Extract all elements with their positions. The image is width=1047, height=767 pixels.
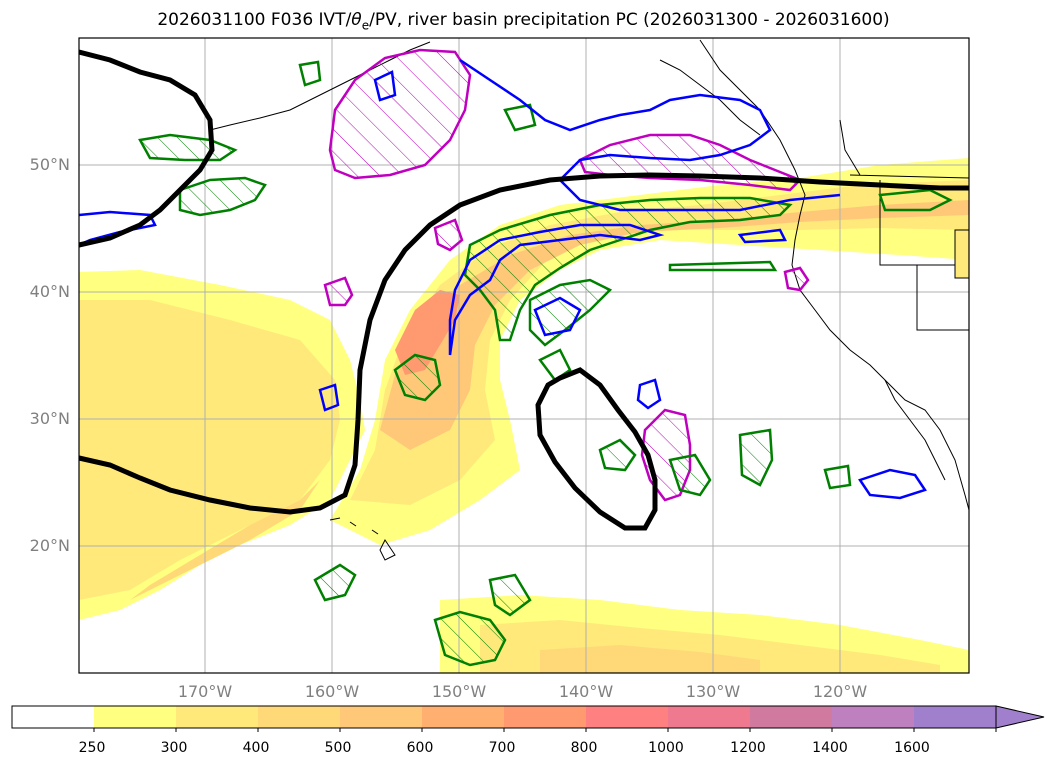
- coast-north-america: [699, 39, 969, 511]
- map-frame: [78, 37, 970, 674]
- precip-pc-north: [328, 48, 472, 180]
- colorbar-segment: [586, 706, 668, 728]
- colorbar-label-1000: 1000: [648, 740, 684, 756]
- ivt-band-south-core: [540, 645, 760, 673]
- colorbar-segment: [504, 706, 586, 728]
- colorbar-label-250: 250: [78, 740, 106, 756]
- height-contour-north: [79, 49, 215, 248]
- ivt-river-peak: [395, 290, 460, 375]
- height-contour-main: [79, 172, 969, 515]
- coast-baja: [884, 379, 946, 481]
- colorbar-segment: [12, 706, 94, 728]
- theta-e-south-1: [433, 610, 507, 667]
- theta-e-small-3: [823, 464, 852, 490]
- colorbar-label-700: 700: [488, 740, 516, 756]
- pv-blob-6: [737, 228, 787, 244]
- colorbar-segment: [258, 706, 340, 728]
- height-contour-low: [535, 367, 658, 531]
- colorbar-segment: [832, 706, 914, 728]
- precip-pc-small-1: [323, 276, 354, 307]
- colorbar: [11, 705, 1045, 732]
- colorbar-segment: [750, 706, 832, 728]
- colorbar-label-1400: 1400: [812, 740, 848, 756]
- theta-e-river: [463, 196, 793, 342]
- theta-e-south-5: [668, 453, 712, 497]
- pv-blob-1: [533, 296, 582, 337]
- theta-e-small-5: [878, 188, 953, 212]
- pv-blob-4: [318, 383, 340, 412]
- theta-e-south-3: [488, 573, 532, 617]
- pv-north: [459, 58, 841, 212]
- pv-contours: [79, 58, 927, 500]
- theta-e-small-1: [298, 60, 322, 87]
- pv-blob-3: [858, 468, 927, 500]
- lon-label-130w: 130°W: [685, 682, 741, 701]
- lat-label-20n: 20°N: [29, 536, 70, 555]
- lon-label-140w: 140°W: [558, 682, 614, 701]
- map-title: 2026031100 F036 IVT/θe/PV, river basin p…: [157, 10, 890, 33]
- lon-label-150w: 150°W: [431, 682, 487, 701]
- pv-river: [448, 223, 665, 356]
- colorbar-segment: [340, 706, 422, 728]
- state-borders: [839, 119, 969, 331]
- theta-e-small-4: [668, 260, 778, 272]
- theta-e-small-6: [538, 348, 572, 382]
- colorbar-segment: [94, 706, 176, 728]
- colorbar-label-300: 300: [160, 740, 188, 756]
- theta-e-contours: [138, 60, 953, 667]
- colorbar-label-400: 400: [242, 740, 270, 756]
- pv-blob-2: [636, 378, 662, 410]
- island-hawaii: [329, 517, 396, 561]
- colorbar-segment: [422, 706, 504, 728]
- theta-e-small-2: [503, 103, 537, 132]
- lat-label-30n: 30°N: [29, 409, 70, 428]
- lon-label-160w: 160°W: [304, 682, 360, 701]
- theta-e-ridge: [528, 278, 613, 347]
- colorbar-label-800: 800: [570, 740, 598, 756]
- precip-pc-small-2: [433, 218, 464, 252]
- theta-e-mid-1: [393, 353, 442, 402]
- pv-blob-5: [373, 70, 397, 102]
- theta-e-south-4: [598, 438, 637, 472]
- colorbar-extend-arrow: [995, 705, 1045, 729]
- colorbar-label-500: 500: [324, 740, 352, 756]
- colorbar-segment: [176, 706, 258, 728]
- colorbar-label-1200: 1200: [730, 740, 766, 756]
- height-contours: [79, 49, 969, 531]
- ivt-band-west-core: [130, 480, 320, 600]
- map-area: [79, 38, 969, 673]
- theta-e-west: [178, 176, 267, 217]
- coast-bc: [659, 59, 761, 136]
- inland-basin: [954, 229, 969, 279]
- ivt-band-west-inner: [79, 300, 340, 600]
- theta-e-south-2: [313, 563, 357, 602]
- lon-label-120w: 120°W: [812, 682, 868, 701]
- colorbar-label-1600: 1600: [894, 740, 930, 756]
- colorbar-segment: [668, 706, 750, 728]
- lat-label-50n: 50°N: [29, 155, 70, 174]
- precip-pc-small-3: [783, 266, 810, 292]
- colorbar-label-600: 600: [406, 740, 434, 756]
- lat-label-40n: 40°N: [29, 282, 70, 301]
- lon-label-170w: 170°W: [177, 682, 233, 701]
- colorbar-segment: [914, 706, 996, 728]
- theta-e-mid-2: [738, 428, 774, 487]
- graticule: [79, 38, 969, 673]
